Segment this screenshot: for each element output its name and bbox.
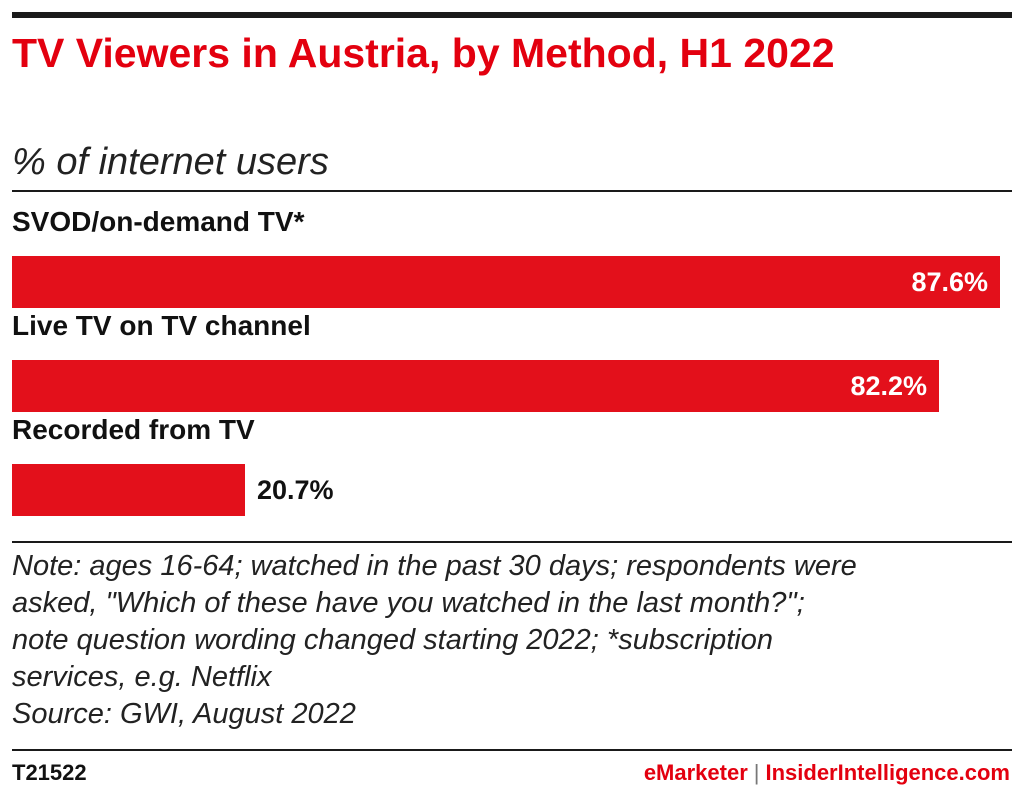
note-line-3: note question wording changed starting 2… xyxy=(12,624,773,656)
chart-title: TV Viewers in Austria, by Method, H1 202… xyxy=(12,30,835,76)
brand-emarketer: eMarketer xyxy=(643,760,748,785)
bar xyxy=(12,464,245,516)
brand-separator: | xyxy=(753,760,760,785)
category-label: Recorded from TV xyxy=(12,414,255,445)
note-line-1: Note: ages 16-64; watched in the past 30… xyxy=(12,550,857,582)
bar xyxy=(12,256,1000,308)
bar xyxy=(12,360,939,412)
value-label: 87.6% xyxy=(911,267,988,297)
value-label: 20.7% xyxy=(257,475,334,505)
footer-brand: eMarketer | InsiderIntelligence.com xyxy=(644,760,1010,786)
top-rule xyxy=(12,12,1012,18)
note-divider xyxy=(12,541,1012,543)
footer-divider xyxy=(12,749,1012,751)
chart-subtitle: % of internet users xyxy=(12,141,329,183)
note-line-4: services, e.g. Netflix xyxy=(12,661,272,693)
chart-note: Note: ages 16-64; watched in the past 30… xyxy=(12,548,1012,733)
brand-insider-intelligence: InsiderIntelligence.com xyxy=(765,760,1010,785)
category-label: SVOD/on-demand TV* xyxy=(12,206,305,237)
chart-id: T21522 xyxy=(12,760,87,785)
category-label: Live TV on TV channel xyxy=(12,310,311,341)
header-divider xyxy=(12,190,1012,192)
source-line: Source: GWI, August 2022 xyxy=(12,698,356,730)
note-line-2: asked, "Which of these have you watched … xyxy=(12,587,805,619)
bar-chart: SVOD/on-demand TV* 87.6% Live TV on TV cha… xyxy=(12,206,1012,536)
value-label: 82.2% xyxy=(850,371,927,401)
